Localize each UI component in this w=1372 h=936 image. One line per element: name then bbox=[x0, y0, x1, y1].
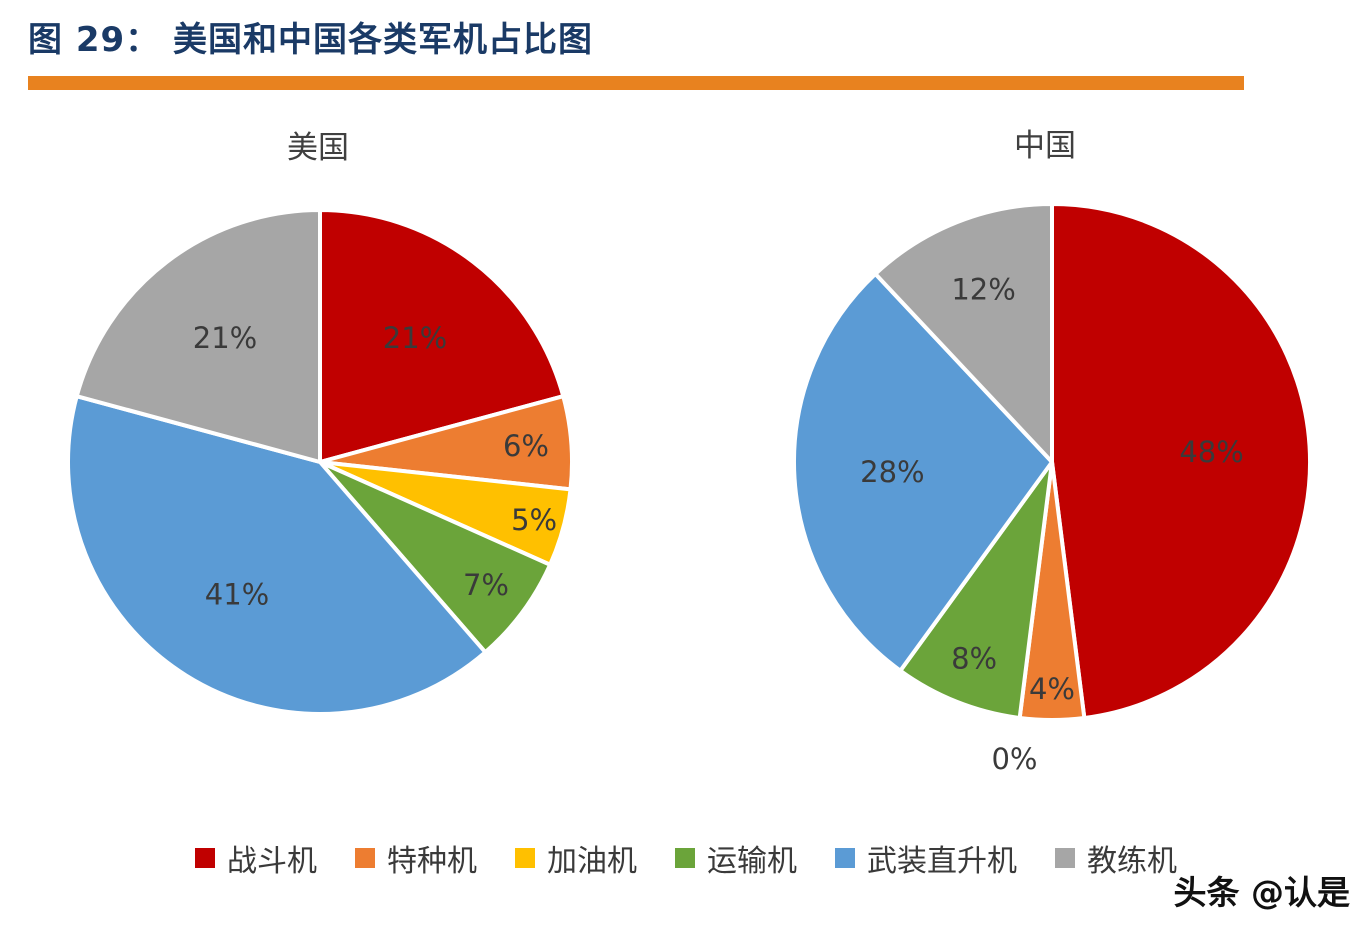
slice-label-china-3: 0% bbox=[991, 742, 1037, 776]
slice-label-usa-3: 5% bbox=[511, 503, 557, 537]
slice-label-usa-6: 21% bbox=[193, 321, 257, 355]
legend-item-5: 武装直升机 bbox=[835, 836, 1017, 880]
legend-swatch bbox=[195, 848, 215, 868]
slice-label-china-2: 4% bbox=[1029, 672, 1075, 706]
pie-title-usa: 美国 bbox=[287, 130, 349, 166]
pie-slice-usa-1 bbox=[318, 208, 566, 464]
legend-swatch bbox=[835, 848, 855, 868]
legend-label: 加油机 bbox=[547, 844, 637, 879]
slice-label-china-4: 8% bbox=[951, 642, 997, 676]
legend-label: 武装直升机 bbox=[867, 844, 1017, 879]
legend-label: 运输机 bbox=[707, 844, 797, 879]
title-divider bbox=[28, 76, 1244, 90]
watermark: 头条 @认是 bbox=[1173, 873, 1351, 912]
slice-label-usa-4: 7% bbox=[463, 568, 509, 602]
pie-slice-china-4 bbox=[898, 460, 1054, 720]
slice-label-usa-1: 21% bbox=[383, 321, 447, 355]
slice-label-usa-2: 6% bbox=[503, 429, 549, 463]
slice-label-china-1: 48% bbox=[1179, 435, 1243, 469]
slice-label-china-5: 28% bbox=[860, 455, 924, 489]
slice-label-china-6: 12% bbox=[951, 272, 1015, 306]
legend-swatch bbox=[355, 848, 375, 868]
legend-label: 特种机 bbox=[387, 844, 477, 879]
pie-slice-china-5 bbox=[792, 271, 1054, 673]
legend-label: 战斗机 bbox=[227, 844, 317, 879]
figure-title: 图 29： 美国和中国各类军机占比图 bbox=[28, 20, 593, 60]
slice-label-usa-5: 41% bbox=[205, 577, 269, 611]
pie-slice-china-1 bbox=[1050, 202, 1313, 720]
pie-slice-usa-6 bbox=[74, 208, 322, 464]
legend-swatch bbox=[675, 848, 695, 868]
pie-slice-usa-4 bbox=[318, 460, 553, 655]
pie-slice-china-6 bbox=[873, 202, 1054, 464]
legend-item-6: 教练机 bbox=[1055, 836, 1177, 880]
legend-item-4: 运输机 bbox=[675, 836, 797, 880]
legend-swatch bbox=[1055, 848, 1075, 868]
legend-item-1: 战斗机 bbox=[195, 836, 317, 880]
legend-label: 教练机 bbox=[1087, 844, 1177, 879]
pie-slice-usa-5 bbox=[66, 394, 488, 716]
legend-swatch bbox=[515, 848, 535, 868]
pie-title-china: 中国 bbox=[1014, 128, 1076, 164]
legend-item-3: 加油机 bbox=[515, 836, 637, 880]
legend-item-2: 特种机 bbox=[355, 836, 477, 880]
legend: 战斗机 特种机 加油机 运输机 武装直升机 教练机 bbox=[0, 836, 1372, 880]
